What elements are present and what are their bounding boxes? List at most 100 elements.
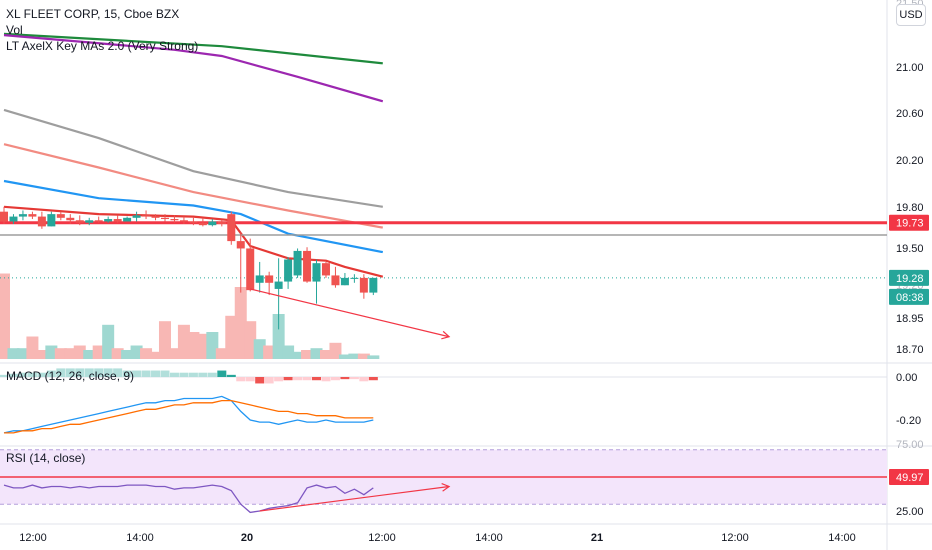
candle-body	[0, 211, 8, 222]
macd-histogram-bar	[37, 372, 47, 377]
moving-average-line	[3, 108, 383, 208]
macd-histogram-bar	[330, 377, 340, 381]
macd-histogram-bar	[8, 373, 18, 377]
macd-histogram-bar	[75, 368, 85, 377]
macd-histogram-bar	[368, 377, 378, 381]
volume-bar	[92, 345, 105, 359]
volume-bar	[187, 332, 200, 359]
ma-indicator-label[interactable]: LT AxelX Key MAs 2.0 (Very Strong)	[6, 39, 199, 53]
resistance-price-badge	[889, 214, 929, 231]
candle-body	[47, 214, 56, 227]
volume-bar	[206, 332, 219, 359]
macd-histogram-bar	[160, 370, 170, 377]
candle-body	[198, 222, 207, 226]
macd-histogram-bar	[359, 377, 369, 382]
price-tick-label: 21.00	[896, 62, 924, 74]
moving-average-line	[3, 34, 384, 103]
macd-histogram-bar	[274, 377, 284, 382]
time-tick-label: 21	[591, 532, 603, 544]
volume-bar	[16, 348, 29, 359]
volume-bar	[329, 342, 342, 359]
rsi-line	[3, 484, 374, 514]
macd-histogram-bar	[217, 370, 227, 377]
volume-bar	[130, 345, 143, 359]
candle-body	[104, 219, 113, 222]
macd-histogram-bar	[113, 368, 123, 377]
macd-histogram-bar	[84, 368, 94, 377]
candle-body	[246, 248, 255, 291]
macd-histogram-bar	[264, 377, 274, 384]
candle-body	[312, 263, 321, 282]
rsi-value-badge	[889, 469, 929, 485]
price-tick-label: 20.20	[896, 155, 924, 167]
candle-body	[274, 281, 283, 289]
macd-histogram-bar	[188, 372, 198, 377]
candle-body	[18, 214, 27, 217]
macd-histogram-bar	[321, 377, 331, 382]
macd-histogram-bar	[283, 377, 293, 381]
volume-bar	[26, 336, 39, 359]
bar-countdown-badge	[889, 288, 929, 305]
volume-bar	[83, 350, 96, 359]
candle-body	[160, 217, 169, 220]
price-trend-arrow-head	[441, 330, 451, 340]
macd-tick-label: -0.20	[896, 415, 921, 427]
volume-bar	[215, 348, 228, 359]
rsi-trend-arrow	[259, 485, 450, 512]
macd-line	[3, 395, 374, 434]
candle-body	[321, 263, 330, 276]
candle-body	[284, 259, 293, 282]
candle-body	[217, 221, 226, 224]
price-tick-label: 19.80	[896, 202, 924, 214]
candle-body	[179, 220, 188, 222]
macd-histogram-bar	[151, 370, 161, 377]
macd-histogram-bar	[46, 370, 56, 377]
moving-average-line	[3, 143, 383, 229]
macd-histogram-bar	[198, 372, 208, 377]
candle-body	[85, 220, 94, 223]
macd-signal-line	[4, 399, 374, 434]
last-price-badge-text: 19.28	[896, 273, 924, 285]
price-tick-label: 18.70	[896, 344, 924, 356]
candle-body	[113, 219, 122, 222]
candle-body	[9, 216, 18, 222]
time-tick-label: 14:00	[126, 532, 154, 544]
moving-average-line	[3, 179, 384, 254]
macd-histogram-bar	[169, 372, 179, 377]
macd-histogram-bar	[56, 368, 66, 377]
time-tick-label: 14:00	[828, 532, 856, 544]
time-tick-label: 12:00	[721, 532, 749, 544]
volume-bar	[348, 353, 361, 359]
volume-bar	[177, 324, 190, 359]
volume-bar	[225, 315, 238, 359]
candle-body	[189, 221, 198, 223]
price-trend-arrow	[250, 288, 450, 338]
macd-histogram-bar	[18, 372, 28, 377]
currency-button[interactable]: USD	[896, 4, 926, 26]
candle-body	[227, 214, 236, 242]
volume-bar	[158, 321, 171, 359]
rsi-legend[interactable]: RSI (14, close)	[6, 451, 86, 465]
candle-body	[151, 216, 160, 218]
candle-body	[37, 216, 46, 227]
candle-body	[66, 217, 75, 221]
volume-label[interactable]: Vol	[6, 23, 23, 37]
volume-bar	[64, 348, 77, 359]
candle-body	[255, 275, 264, 283]
volume-bar	[45, 345, 58, 359]
volume-bar	[140, 348, 153, 359]
volume-bar	[111, 348, 124, 359]
symbol-title[interactable]: XL FLEET CORP, 15, Cboe BZX	[6, 7, 180, 21]
volume-bar	[54, 348, 67, 359]
bar-countdown-badge-text: 08:38	[896, 292, 924, 304]
volume-bar	[301, 350, 314, 359]
macd-tick-label: 0.00	[896, 372, 917, 384]
macd-legend[interactable]: MACD (12, 26, close, 9)	[6, 369, 135, 383]
volume-bar	[168, 348, 181, 359]
volume-bar	[102, 324, 115, 359]
main-legend: XL FLEET CORP, 15, Cboe BZX Vol LT AxelX…	[6, 6, 198, 54]
volume-bar	[196, 333, 209, 359]
volume-bar	[263, 345, 276, 359]
price-tick-label: 18.95	[896, 313, 924, 325]
